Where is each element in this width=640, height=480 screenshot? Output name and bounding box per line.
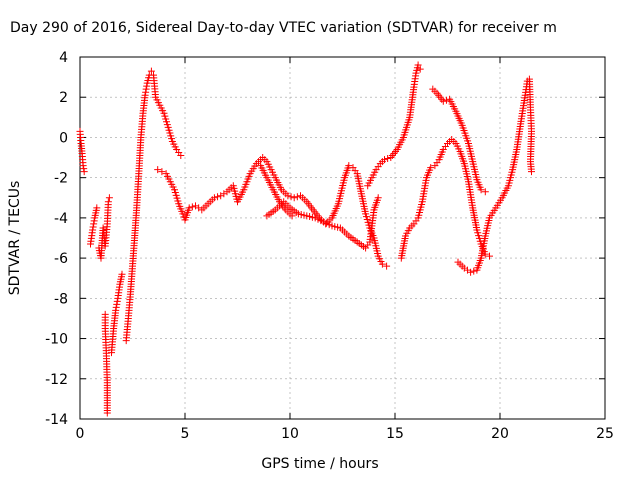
data-point — [439, 97, 447, 105]
x-tick-label: 0 — [76, 426, 85, 442]
data-points — [76, 61, 535, 417]
grid — [80, 57, 605, 419]
y-tick-label: -14 — [45, 412, 68, 428]
data-point — [374, 194, 382, 202]
data-point-dense — [112, 303, 120, 311]
y-tick-label: 4 — [59, 50, 68, 66]
data-point — [284, 192, 292, 200]
data-point-dense — [142, 88, 150, 96]
data-point — [383, 262, 391, 270]
data-point-dense — [442, 96, 450, 104]
data-point — [112, 306, 120, 314]
x-tick-label: 15 — [386, 426, 404, 442]
y-tick-label: -2 — [54, 171, 68, 187]
data-point-dense — [293, 193, 301, 201]
data-point — [381, 156, 388, 164]
y-axis-label: SDTVAR / TECUs — [7, 181, 23, 296]
data-point-dense — [90, 220, 98, 228]
data-point — [288, 212, 296, 220]
data-point — [378, 260, 386, 268]
data-point — [103, 409, 111, 417]
axis-ticks: 0 5 10 15 20 25 -14 -12 -10 -8 -6 -4 -2 0 2 4 — [45, 50, 614, 442]
data-point — [185, 204, 193, 212]
chart-title: Day 290 of 2016, Sidereal Day-to-day VTE… — [10, 20, 557, 36]
data-point — [467, 268, 475, 276]
data-point-dense — [470, 267, 478, 275]
data-point-dense — [113, 297, 121, 305]
data-point — [414, 61, 422, 69]
data-point-dense — [188, 203, 196, 211]
data-point — [158, 168, 166, 176]
data-point — [147, 67, 155, 75]
y-tick-label: -4 — [54, 211, 68, 227]
y-tick-label: -8 — [54, 291, 68, 307]
data-point — [528, 168, 535, 176]
data-point — [477, 186, 485, 194]
data-point-dense — [214, 193, 222, 201]
data-point — [416, 65, 424, 73]
data-point-dense — [143, 82, 151, 90]
x-tick-label: 20 — [491, 426, 509, 442]
data-point-dense — [142, 85, 150, 93]
data-point-dense — [287, 193, 295, 201]
data-point — [154, 166, 162, 174]
data-point — [481, 188, 489, 196]
data-point — [79, 162, 87, 170]
data-point — [177, 152, 185, 160]
data-point-dense — [90, 217, 98, 225]
y-tick-label: -12 — [45, 372, 68, 388]
data-point — [105, 194, 113, 202]
data-point — [290, 194, 298, 202]
data-point-dense — [89, 223, 97, 231]
data-point — [141, 91, 149, 99]
data-point — [80, 168, 88, 176]
data-point-dense — [80, 165, 88, 173]
data-point — [93, 204, 101, 212]
data-point — [89, 226, 97, 234]
y-tick-label: -10 — [45, 332, 68, 348]
data-point-dense — [113, 300, 121, 308]
x-tick-label: 10 — [281, 426, 299, 442]
y-tick-label: 0 — [59, 130, 68, 146]
x-tick-label: 25 — [596, 426, 614, 442]
plot-frame — [79, 56, 606, 420]
data-point — [345, 162, 353, 170]
data-point — [179, 210, 187, 218]
y-tick-label: 2 — [59, 90, 68, 106]
data-point — [486, 252, 493, 260]
data-point-dense — [384, 155, 392, 163]
data-point — [210, 194, 218, 202]
data-point — [118, 270, 126, 278]
x-axis-label: GPS time / hours — [261, 456, 379, 472]
data-point — [104, 198, 112, 206]
data-point — [427, 164, 435, 172]
x-tick-label: 5 — [181, 426, 190, 442]
y-tick-label: -6 — [54, 251, 68, 267]
